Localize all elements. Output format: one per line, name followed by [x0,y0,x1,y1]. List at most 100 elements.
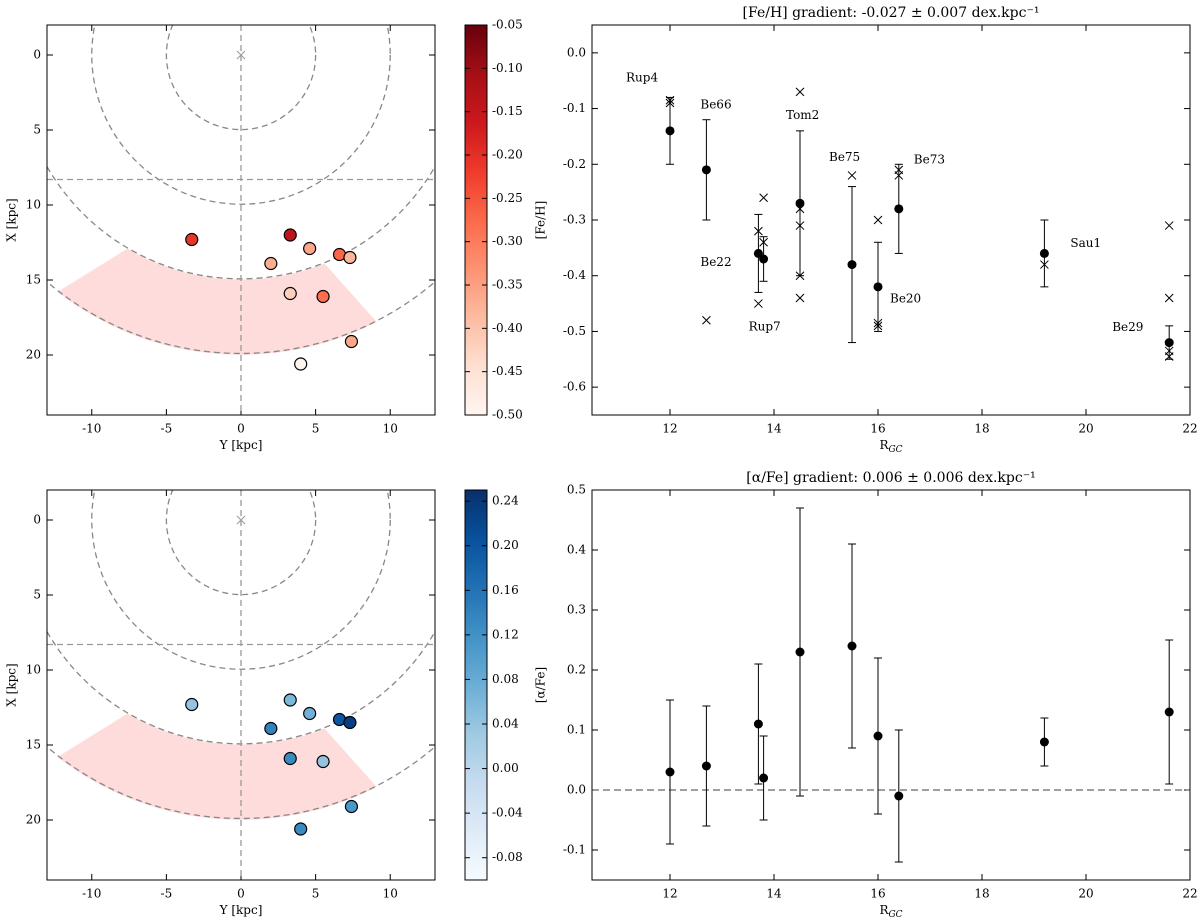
y-tick-label: -0.3 [563,213,586,227]
star-marker [702,315,711,325]
map-layer [47,490,435,880]
y-tick-label: 5 [33,123,41,137]
x-axis-label: Y [kpc] [219,438,263,452]
y-tick-label: 20 [26,348,41,362]
cluster-label: Be20 [890,291,921,305]
y-tick-label: 5 [33,588,41,602]
y-tick-label: 0.0 [567,45,586,59]
x-tick-label: 20 [1078,422,1093,436]
plot-frame [591,489,1191,881]
x-tick-label: 14 [766,887,782,901]
colorbar-tick-label: -0.25 [492,191,523,205]
x-tick-label: -10 [82,887,101,901]
cluster-point [847,641,857,651]
cluster-point [343,715,357,730]
chart-title: [Fe/H] gradient: -0.027 ± 0.007 dex.kpc⁻… [743,5,1040,21]
y-tick-label: 20 [26,813,41,827]
cluster-point [1164,707,1174,717]
cluster-point [795,647,805,657]
colorbar-tick-label: -0.15 [492,104,523,118]
x-tick-label: 5 [312,887,320,901]
colorbar-tick-label: -0.30 [492,234,523,248]
colorbar-tick-label: -0.04 [492,806,523,820]
x-axis-label-main: Y [kpc] [219,438,263,452]
x-tick-label: 12 [662,887,677,901]
colorbar-tick-label: 0.16 [492,583,519,597]
colorbar-tick-label: 0.12 [492,627,519,641]
y-tick-label: 10 [26,198,41,212]
star-marker [1164,293,1174,303]
y-tick-label: -0.1 [563,101,586,115]
y-tick-label: -0.5 [563,324,586,338]
cluster-label: Be73 [914,152,945,166]
plot-frame [591,24,1191,416]
y-tick-label: 0.0 [567,783,586,797]
x-tick-label: 0 [237,422,245,436]
chart-title: [α/Fe] gradient: 0.006 ± 0.006 dex.kpc⁻¹ [746,470,1035,486]
cluster-point [294,357,308,371]
colorbar-tick-label: 0.08 [492,672,519,686]
galactic-center [236,50,246,60]
x-axis-label: Y [kpc] [219,903,263,917]
cluster-point [665,126,675,136]
x-tick-label: 18 [974,422,989,436]
cluster-point [283,693,297,707]
y-tick-label: 15 [26,738,41,752]
x-tick-label: 10 [383,887,398,901]
y-tick-label: 0.1 [567,723,586,737]
cluster-point [344,334,359,349]
x-tick-label: 5 [312,422,320,436]
cluster-label: Sau1 [1070,236,1101,250]
y-tick-label: 0.5 [567,483,586,497]
cluster-label: Be75 [829,150,860,164]
cluster-point [894,791,904,801]
map-layer [47,25,435,415]
cluster-point [795,198,805,208]
y-tick-label: 15 [26,273,41,287]
cluster-point [303,241,317,256]
y-tick-label: 0.4 [567,543,586,557]
colorbar-tick-label: -0.10 [492,61,523,75]
colorbar-tick-label: -0.50 [492,408,523,422]
y-tick-label: -0.6 [563,380,586,394]
x-axis-label: RGC [879,438,902,455]
cluster-point [294,822,308,836]
colorbar-tick-label: -0.20 [492,148,523,162]
cluster-point [1164,338,1174,348]
y-tick-label: 0.2 [567,663,586,677]
colorbar [464,489,488,881]
colorbar [464,24,488,416]
star-marker [795,87,805,97]
colorbar-tick-label: -0.05 [492,18,523,32]
cluster-label: Rup4 [626,70,658,84]
x-tick-label: 12 [662,422,677,436]
cluster-point [303,706,317,721]
colorbar-tick-label: -0.35 [492,278,523,292]
colorbar-tick-label: 0.20 [492,538,519,552]
x-tick-label: -5 [161,422,173,436]
cluster-point [316,754,330,769]
radius-circle [91,490,391,670]
cluster-label: Tom2 [786,108,819,122]
colorbar-tick-label: -0.40 [492,321,523,335]
cluster-label: Be66 [700,97,731,111]
cluster-point [283,751,297,766]
y-tick-label: 10 [26,663,41,677]
plot-frame [46,489,436,881]
x-axis-label-sub: GC [888,445,902,455]
cluster-point [753,719,763,729]
radius-circle [165,490,317,596]
cluster-point [701,165,711,175]
y-axis-label: X [kpc] [5,663,19,706]
radius-circle [91,25,391,205]
x-axis-label-sub: GC [888,910,902,920]
y-tick-label: -0.1 [563,843,586,857]
colorbar-tick-label: 0.04 [492,717,519,731]
colorbar-label: [Fe/H] [534,201,548,240]
cluster-point [1039,737,1049,747]
x-tick-label: -5 [161,887,173,901]
star-marker [873,215,883,225]
y-tick-label: -0.4 [563,268,587,282]
cluster-label: Be29 [1112,320,1143,334]
cluster-point [185,232,199,247]
